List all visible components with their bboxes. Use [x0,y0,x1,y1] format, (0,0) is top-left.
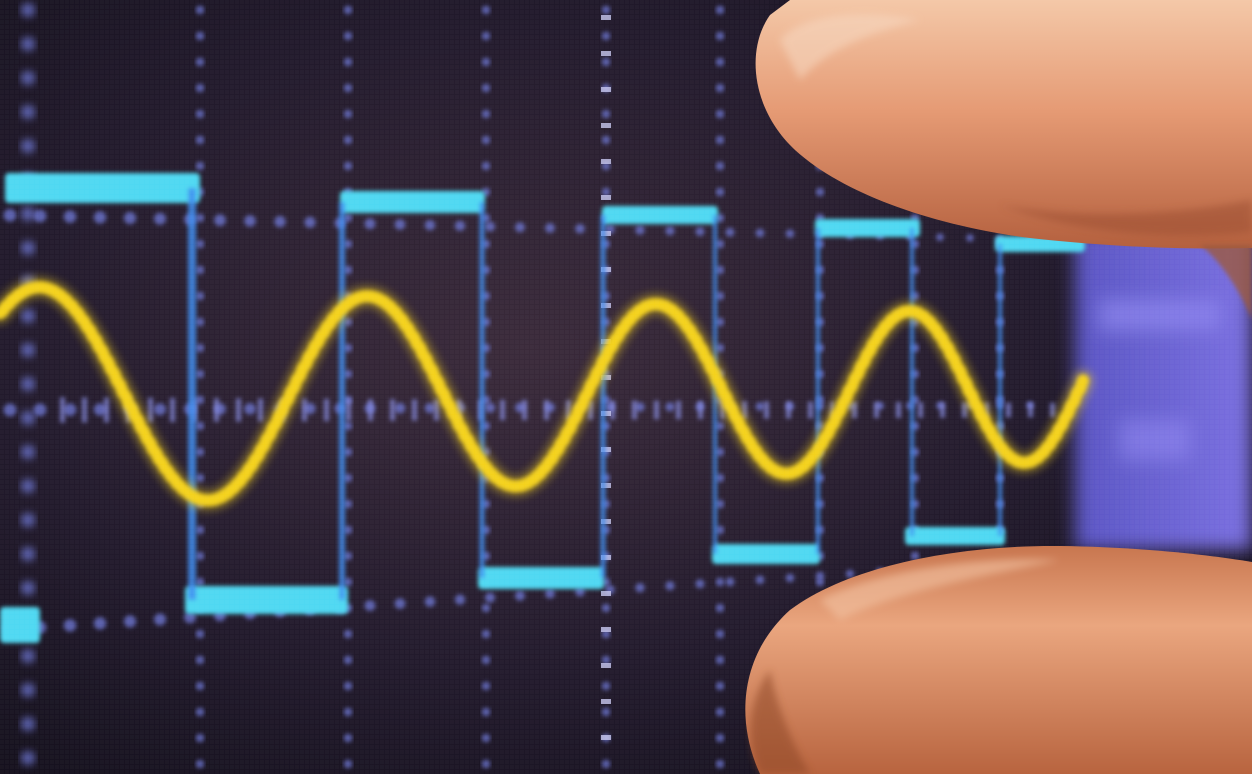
bottom-finger [745,545,1252,774]
top-finger [755,0,1252,320]
